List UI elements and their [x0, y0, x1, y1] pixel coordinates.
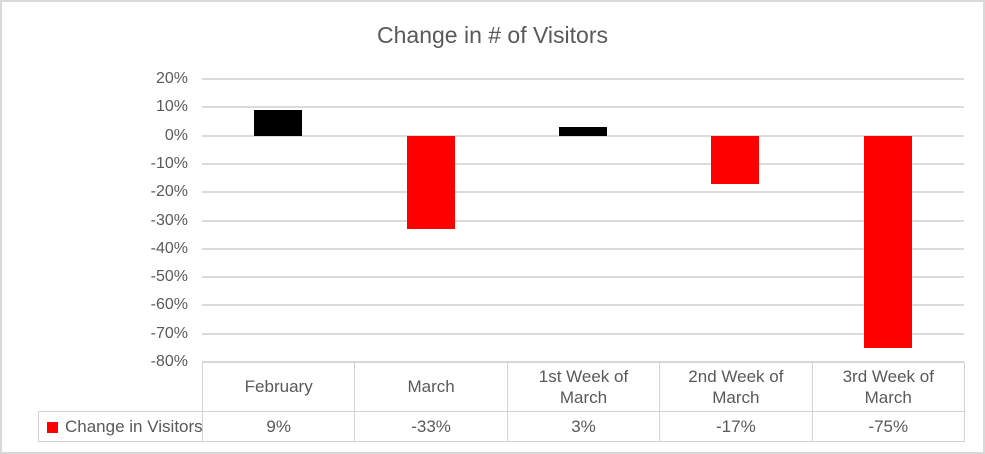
chart-title: Change in # of Visitors — [377, 22, 608, 48]
category-header-cell: 2nd Week of March — [659, 362, 813, 412]
gridline — [202, 219, 964, 222]
gridline — [202, 134, 964, 137]
gridline — [202, 162, 964, 165]
value-cell: -33% — [354, 411, 508, 442]
y-axis-tick-label: -10% — [150, 154, 188, 172]
category-header-cell: February — [201, 362, 356, 412]
value-cell: -17% — [659, 411, 813, 442]
gridline — [202, 191, 964, 194]
gridline — [202, 78, 964, 80]
y-axis-tick-label: -30% — [150, 211, 188, 229]
y-axis-tick-label: 0% — [164, 126, 188, 144]
y-axis-tick-label: -50% — [150, 268, 188, 286]
bar-3rd-week-of-march — [863, 135, 912, 348]
gridline — [202, 304, 964, 307]
category-header-cell: March — [354, 362, 508, 412]
bar-february — [254, 110, 303, 136]
bar-march — [406, 135, 455, 229]
gridline — [202, 247, 964, 250]
legend-label: Change in Visitors — [65, 416, 203, 436]
y-axis-tick-label: -60% — [150, 296, 188, 314]
value-cell: -75% — [811, 411, 965, 442]
bar-1st-week-of-march — [559, 127, 607, 136]
gridline — [202, 332, 964, 335]
value-cell: 9% — [201, 411, 356, 442]
gridline — [202, 276, 964, 279]
y-axis-tick-label: -70% — [150, 324, 188, 342]
y-axis-tick-label: 10% — [155, 98, 188, 116]
y-axis-tick-label: 20% — [155, 70, 188, 87]
value-cell: 3% — [506, 411, 661, 442]
data-table: February March 1st Week of March 2nd Week o… — [38, 362, 965, 442]
category-header-cell: 1st Week of March — [506, 362, 661, 412]
legend-cell: Change in Visitors — [38, 411, 203, 442]
y-axis-tick-label: -20% — [150, 183, 188, 201]
y-axis-tick-label: -40% — [150, 239, 188, 257]
gridline — [202, 106, 964, 109]
bar-2nd-week-of-march — [711, 135, 760, 184]
plot-area — [202, 78, 964, 363]
legend-swatch-icon — [47, 421, 58, 433]
category-header-cell: 3rd Week of March — [811, 362, 965, 412]
y-axis-tick-label: -80% — [150, 353, 188, 370]
